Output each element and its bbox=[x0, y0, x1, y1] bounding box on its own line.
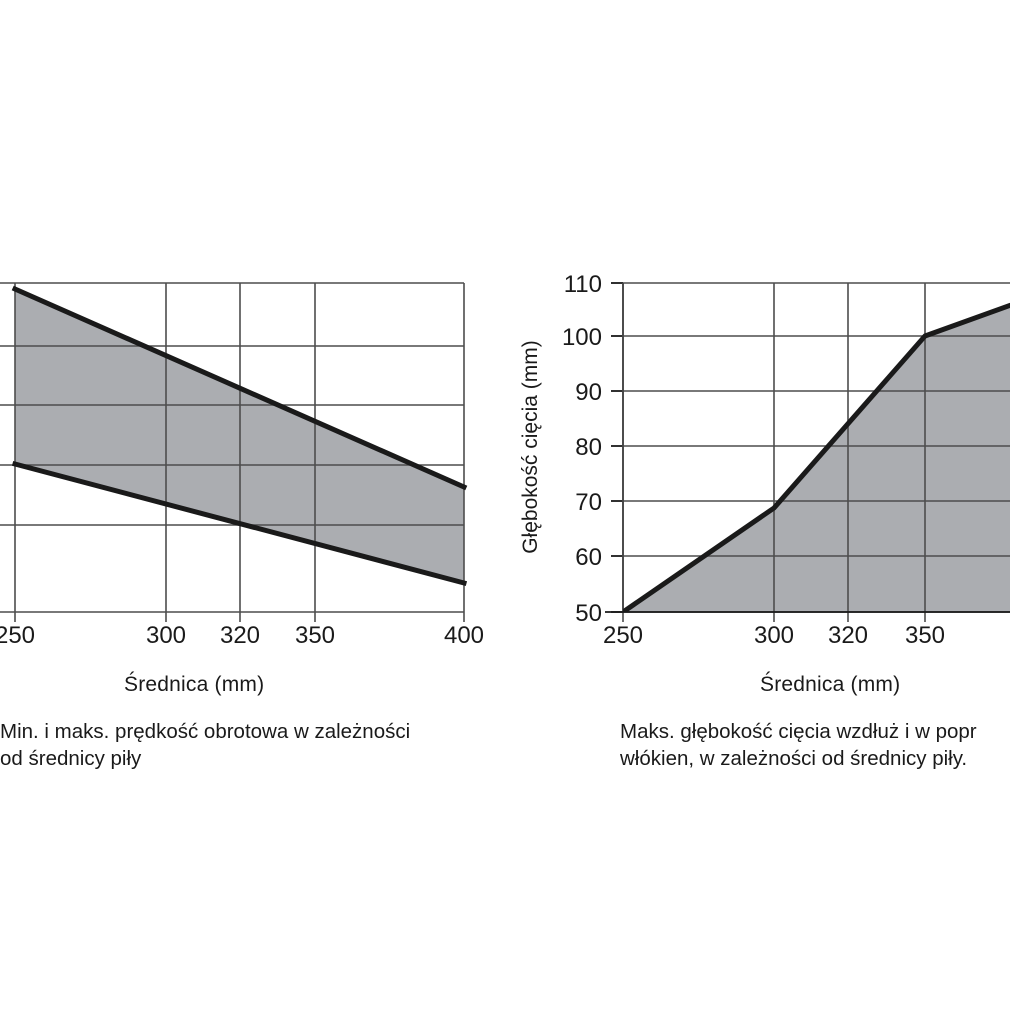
right-ytick-80: 80 bbox=[575, 434, 602, 461]
right-curve-max-depth bbox=[623, 302, 1010, 612]
left-figure-caption: Min. i maks. prędkość obrotowa w zależno… bbox=[0, 720, 411, 770]
right-ytick-50: 50 bbox=[575, 600, 602, 627]
right-x-axis-title: Średnica (mm) bbox=[760, 673, 901, 696]
left-chart-svg: 250 300 320 350 400 bbox=[0, 282, 484, 649]
right-ytick-70: 70 bbox=[575, 489, 602, 516]
right-xtick-2: 320 bbox=[828, 622, 868, 649]
right-y-ticks bbox=[611, 282, 623, 613]
left-xtick-1: 300 bbox=[146, 622, 186, 649]
left-x-axis-title: Średnica (mm) bbox=[124, 673, 265, 696]
right-figure-caption: Maks. głębokość cięcia wzdłuż i w popr w… bbox=[620, 720, 977, 770]
right-xtick-0: 250 bbox=[603, 622, 643, 649]
right-xtick-1: 300 bbox=[754, 622, 794, 649]
right-ytick-110: 110 bbox=[564, 271, 602, 298]
left-grid-vertical bbox=[14, 283, 465, 622]
left-xtick-3: 350 bbox=[295, 622, 335, 649]
left-curve-min-speed bbox=[11, 460, 468, 587]
right-chart-svg: 110 100 90 80 70 60 50 250 300 320 350 G… bbox=[519, 271, 1010, 649]
right-xtick-3: 350 bbox=[905, 622, 945, 649]
chart-left: 250 300 320 350 400 bbox=[0, 250, 500, 680]
left-xtick-4: 400 bbox=[444, 622, 484, 649]
right-band-area bbox=[623, 305, 1010, 612]
left-x-tick-labels: 250 300 320 350 400 bbox=[0, 622, 484, 649]
left-curve-max-speed bbox=[11, 285, 468, 491]
left-xtick-0: 250 bbox=[0, 622, 35, 649]
right-y-tick-labels: 110 100 90 80 70 60 50 bbox=[562, 271, 602, 627]
right-x-tick-labels: 250 300 320 350 bbox=[603, 622, 945, 649]
right-ytick-100: 100 bbox=[562, 324, 602, 351]
right-ytick-60: 60 bbox=[575, 544, 602, 571]
chart-right: 110 100 90 80 70 60 50 250 300 320 350 G… bbox=[505, 250, 1010, 680]
right-ytick-90: 90 bbox=[575, 379, 602, 406]
left-xtick-2: 320 bbox=[220, 622, 260, 649]
right-y-axis-title: Głębokość cięcia (mm) bbox=[519, 340, 542, 554]
